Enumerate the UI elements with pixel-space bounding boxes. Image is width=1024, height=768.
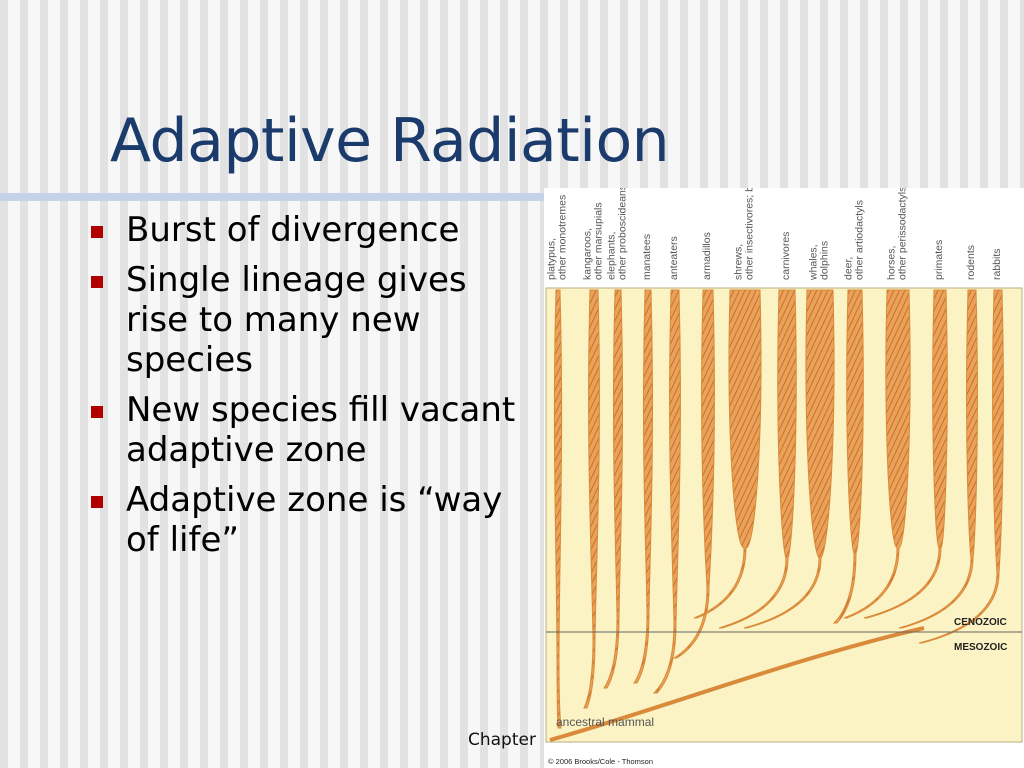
lineage-branch [743,289,835,629]
bullet-text: New species fill vacant adaptive zone [126,390,516,470]
lineage-branch [898,289,978,629]
footer-chapter-label: Chapter [468,730,536,750]
lineage-label-line: other proboscideans [617,188,629,280]
lineage-labels: platypus, other monotremes kangaroos, other… [546,188,1004,281]
bullet-text: Single lineage gives rise to many new sp… [126,260,467,380]
lineage-label-line: anteaters [668,236,680,280]
lineage-label-line: primates [933,240,945,280]
lineage-branch [718,289,797,629]
bullet-list: Burst of divergence Single lineage gives… [88,210,528,570]
lineage-label: carnivores [780,232,792,280]
lineage-branch [603,289,624,689]
lineage-label: rodents [965,245,977,280]
lineage-label-line: other insectivores; bats [744,188,756,280]
lineage-branch [693,289,762,619]
lineage-label: horses, other perissodactyls [886,188,909,280]
lineage-label: armadillos [701,232,713,280]
lineage-label-line: dolphins [819,241,831,280]
lineage-label-line: other monotremes [557,195,569,280]
lineage-label-line: kangaroos, [582,228,594,280]
lineage-label-line: armadillos [701,232,713,280]
lineage-label: shrews, other insectivores; bats [733,188,756,280]
lineage-branch [672,289,715,659]
bullet-text: Burst of divergence [126,210,460,250]
bullet-item: Burst of divergence [88,210,528,250]
square-bullet-icon [91,496,103,508]
lineage-branch [583,289,600,709]
bullet-item: New species fill vacant adaptive zone [88,390,528,470]
lineage-branch [863,289,948,619]
lineage-label: kangaroos, other marsupials [582,202,605,280]
square-bullet-icon [91,406,103,418]
lineage-branch [652,289,681,694]
lineage-label: anteaters [668,236,680,280]
lineage-label-line: whales, [808,244,820,281]
lineage-label-line: shrews, [733,244,745,280]
lineage-label: platypus, other monotremes [546,195,569,280]
lineage-label: manatees [641,234,653,280]
lineage-branch [553,289,563,729]
ancestral-mammal-label: ancestral mammal [556,715,654,729]
lineage-label: elephants, other proboscideans [606,188,629,280]
lineage-label-line: elephants, [606,232,618,280]
lineage-branch [843,289,911,619]
bullet-text: Adaptive zone is “way of life” [126,480,503,560]
title-underline [0,193,560,201]
ancestral-trunk [549,626,925,742]
lineage-label: rabbits [991,248,1003,280]
lineage-label-line: manatees [641,234,653,280]
mammal-radiation-figure: platypus, other monotremes kangaroos, other… [544,188,1024,768]
lineage-label-line: rabbits [991,248,1003,280]
era-label-mesozoic: MESOZOIC [954,642,1007,653]
copyright-text: © 2006 Brooks/Cole - Thomson [548,757,653,766]
lineage-branch [918,289,1004,644]
lineage-branches [549,289,1004,742]
bullet-item: Adaptive zone is “way of life” [88,480,528,560]
lineage-label-line: other artiodactyls [854,200,866,280]
era-label-cenozoic: CENOZOIC [954,617,1007,628]
lineage-label-line: horses, [886,246,898,280]
lineage-label-line: deer, [843,257,855,280]
slide-title: Adaptive Radiation [110,106,670,176]
lineage-label-line: rodents [965,245,977,280]
lineage-label-line: other perissodactyls [897,188,909,280]
lineage-branch [832,289,864,624]
lineage-label-line: carnivores [780,232,792,280]
lineage-label: whales, dolphins [808,241,831,281]
lineage-label: deer, other artiodactyls [843,200,866,280]
lineage-label-line: other marsupials [593,202,605,280]
square-bullet-icon [91,226,103,238]
square-bullet-icon [91,276,103,288]
lineage-label: primates [933,240,945,280]
phylogeny-diagram: platypus, other monotremes kangaroos, other… [544,188,1024,768]
bullet-item: Single lineage gives rise to many new sp… [88,260,528,380]
lineage-label-line: platypus, [546,238,558,280]
lineage-branch [633,289,654,684]
